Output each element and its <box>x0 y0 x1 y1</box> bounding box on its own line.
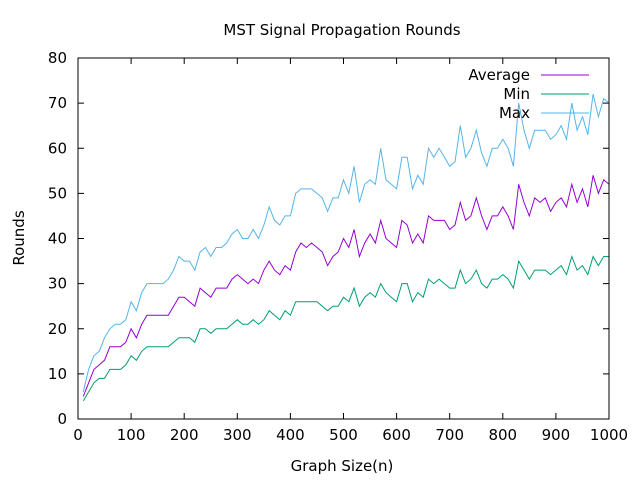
series-line-min <box>82 254 609 402</box>
x-axis-label: Graph Size(n) <box>291 457 394 475</box>
legend-label-average: Average <box>468 66 530 84</box>
y-tick-label: 10 <box>48 365 67 383</box>
x-tick-label: 1000 <box>590 426 628 444</box>
x-tick-label: 500 <box>329 426 358 444</box>
y-axis-label: Rounds <box>10 210 28 265</box>
y-tick-label: 80 <box>48 49 67 67</box>
x-tick-label: 200 <box>170 426 199 444</box>
series-line-max <box>82 93 610 393</box>
chart-title: MST Signal Propagation Rounds <box>223 21 460 39</box>
plot-frame <box>77 57 610 420</box>
axis-ticks: 0 100 200 300 400 500 600 700 800 900 1000 0 10 20 30 4… <box>48 49 628 444</box>
y-tick-label: 60 <box>48 139 67 157</box>
x-tick-label: 700 <box>435 426 464 444</box>
x-tick-label: 0 <box>73 426 83 444</box>
legend-label-min: Min <box>503 85 530 103</box>
y-tick-label: 50 <box>48 184 67 202</box>
x-tick-label: 800 <box>488 426 517 444</box>
x-tick-label: 100 <box>117 426 146 444</box>
y-tick-label: 0 <box>57 410 67 428</box>
x-tick-label: 400 <box>276 426 305 444</box>
legend-label-max: Max <box>499 104 530 122</box>
y-tick-label: 70 <box>48 94 67 112</box>
y-tick-label: 40 <box>48 230 67 248</box>
y-tick-label: 20 <box>48 320 67 338</box>
x-tick-label: 600 <box>382 426 411 444</box>
series-lines <box>82 93 610 402</box>
series-line-average <box>82 175 610 397</box>
x-tick-label: 300 <box>223 426 252 444</box>
y-tick-label: 30 <box>48 275 67 293</box>
x-tick-label: 900 <box>542 426 571 444</box>
